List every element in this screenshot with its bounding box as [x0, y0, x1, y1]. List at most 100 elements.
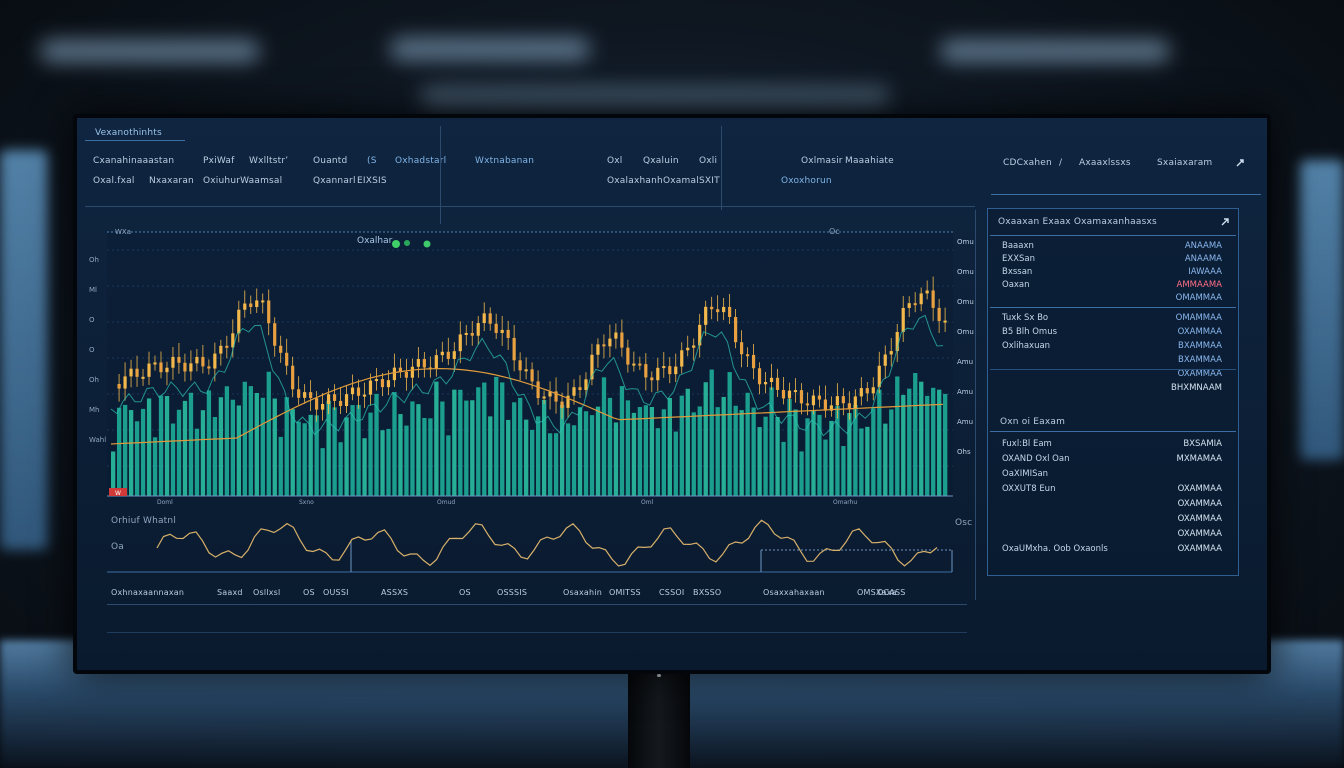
- y-tick-label: Ohs: [957, 448, 971, 456]
- right-tab[interactable]: CDCxahen: [1003, 158, 1052, 168]
- panel-row-value: OXAMMAA: [1177, 369, 1222, 379]
- candle-body: [320, 403, 325, 410]
- volume-bar: [667, 397, 672, 496]
- candle-body: [895, 331, 899, 352]
- candle-body: [554, 391, 558, 402]
- volume-bar: [428, 418, 433, 496]
- y-tick-label: Amu: [957, 388, 973, 396]
- volume-bar: [416, 404, 421, 496]
- volume-bar: [260, 397, 265, 496]
- volume-bar: [793, 409, 798, 496]
- header-item[interactable]: Nxaxaran: [149, 176, 194, 186]
- footer-item[interactable]: OSSSIS: [497, 588, 528, 597]
- header-item[interactable]: Oxhadstarl: [395, 156, 447, 166]
- header-item[interactable]: Oxli: [699, 156, 718, 166]
- moving-average-line: [110, 367, 944, 445]
- volume-bar: [111, 451, 116, 496]
- header-item[interactable]: Oxamal: [663, 176, 699, 186]
- oscillator-chart[interactable]: [107, 504, 957, 574]
- volume-bar: [320, 448, 325, 496]
- panel-row-value: ANAAMA: [1184, 254, 1222, 264]
- footer-item[interactable]: OMITSS: [609, 588, 641, 597]
- header-item[interactable]: Oxoxhorun: [781, 176, 832, 186]
- footer-item[interactable]: OMSXaxa: [857, 588, 897, 597]
- panel-row-label: Fuxl:Bl Eam: [1002, 439, 1052, 449]
- header-item[interactable]: SXIT: [699, 176, 720, 186]
- candle-body: [698, 324, 702, 346]
- header-item[interactable]: OxiuhurWaamsal: [203, 176, 283, 186]
- right-tab[interactable]: Axaaxlssxs: [1079, 158, 1131, 168]
- candle-body: [440, 351, 444, 356]
- volume-bar: [559, 404, 565, 496]
- expand-icon[interactable]: [1235, 158, 1245, 168]
- footer-item[interactable]: OS: [459, 588, 471, 597]
- volume-bar: [458, 389, 463, 496]
- footer-item[interactable]: OS: [303, 588, 315, 597]
- oscillator-line: [156, 519, 938, 567]
- header-item[interactable]: Oxalaxhanh: [607, 176, 663, 186]
- volume-bar: [440, 401, 445, 496]
- footer-item[interactable]: Saaxd: [217, 588, 243, 597]
- volume-bar: [236, 405, 242, 496]
- candle-body: [799, 390, 804, 404]
- footer-item[interactable]: Osaxahin: [563, 588, 602, 597]
- footer-item[interactable]: OUSSI: [323, 588, 349, 597]
- tabs-underline: [991, 194, 1261, 195]
- panel-row-value: MXMAMAA: [1176, 454, 1222, 464]
- candle-body: [494, 323, 498, 333]
- order-book-panel: Oxaaxan Exaax Oxamaxanhaasxs Baaaxn ANAAM…: [987, 208, 1239, 576]
- header-item[interactable]: Oxl: [607, 156, 623, 166]
- candle-body: [710, 306, 714, 310]
- candle-body: [153, 362, 157, 365]
- footer-separator: [107, 632, 967, 633]
- candle-body: [662, 366, 666, 369]
- header-item[interactable]: Maaahiate: [845, 156, 894, 166]
- volume-bar: [368, 412, 373, 496]
- candle-body: [386, 380, 391, 388]
- footer-item[interactable]: OCASS: [877, 588, 906, 597]
- header-item[interactable]: Qxaluin: [643, 156, 679, 166]
- candle-body: [243, 303, 247, 310]
- header-item[interactable]: Wxtnabanan: [475, 156, 535, 166]
- volume-bar: [907, 388, 912, 496]
- candle-body: [285, 352, 289, 366]
- header-item[interactable]: Oxal.fxal: [93, 176, 135, 186]
- candle-body: [745, 354, 750, 357]
- pin-icon[interactable]: [1220, 217, 1230, 227]
- volume-bar: [721, 396, 726, 496]
- header-item[interactable]: (S: [367, 156, 377, 166]
- header-item[interactable]: Qxannarl: [313, 176, 356, 186]
- header-item[interactable]: Wxlltstr’: [249, 156, 289, 166]
- candle-body: [787, 390, 792, 399]
- trading-dashboard: Vexanothinhts Cxanahinaaastan PxiWaf Wxl…: [77, 118, 1267, 670]
- candle-body: [189, 363, 193, 372]
- panel-row-value: BXSAMIA: [1183, 439, 1222, 449]
- candle-body: [506, 329, 510, 338]
- volume-bar: [362, 438, 367, 496]
- volume-bar: [817, 414, 822, 496]
- header-item[interactable]: Cxanahinaaastan: [93, 156, 175, 166]
- footer-item[interactable]: CSSOI: [659, 588, 685, 597]
- volume-bar: [446, 435, 451, 496]
- volume-bar: [512, 402, 517, 496]
- footer-item[interactable]: BXSSO: [693, 588, 722, 597]
- footer-item[interactable]: Osllxsl: [253, 588, 281, 597]
- header-item[interactable]: Oxlmasir: [801, 156, 843, 166]
- candle-body: [608, 338, 612, 347]
- candle-body: [560, 401, 564, 408]
- header-item[interactable]: Ouantd: [313, 156, 348, 166]
- volume-bar: [931, 387, 936, 496]
- footer-item[interactable]: Osaxxahaxaan: [763, 588, 825, 597]
- header-item[interactable]: EIXSIS: [357, 176, 387, 186]
- y-tick-label: Wahl: [89, 436, 106, 444]
- candle-body: [841, 396, 845, 404]
- volume-bar: [877, 389, 882, 496]
- footer-item[interactable]: Oxhnaxaannaxan: [111, 588, 185, 597]
- footer-item[interactable]: ASSXS: [381, 588, 409, 597]
- right-tab[interactable]: Sxaiaxaram: [1157, 158, 1213, 168]
- header-item[interactable]: PxiWaf: [203, 156, 235, 166]
- volume-bar: [847, 413, 852, 496]
- volume-bar: [464, 400, 469, 496]
- section-title: Oxn oi Eaxam: [1000, 417, 1066, 427]
